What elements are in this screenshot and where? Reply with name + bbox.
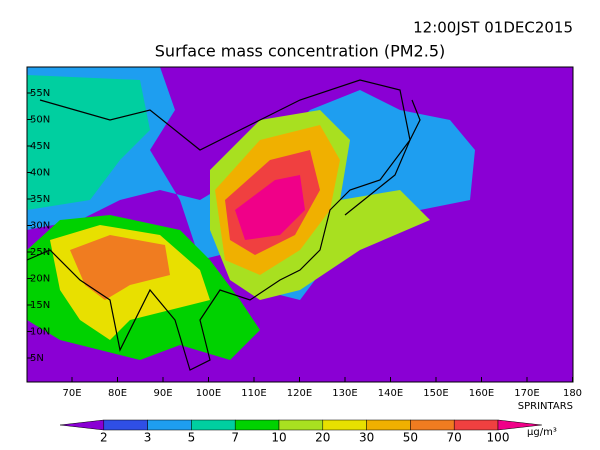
lon-label: 110E	[241, 388, 266, 399]
lon-label: 170E	[514, 388, 539, 399]
lat-label: 50N	[30, 115, 50, 126]
lat-label: 35N	[30, 194, 50, 205]
lat-label: 30N	[30, 221, 50, 232]
colorbar-label: 5	[188, 431, 196, 445]
lon-label: 70E	[62, 388, 81, 399]
colorbar-segment	[147, 419, 192, 431]
colorbar-label: 7	[231, 431, 239, 445]
colorbar-segment	[322, 419, 367, 431]
colorbar-segment	[410, 419, 455, 431]
colorbar-label: 10	[271, 431, 286, 445]
magenta-region-china	[235, 175, 305, 240]
map-field	[26, 66, 574, 383]
lon-label: 150E	[423, 388, 448, 399]
coastline	[26, 79, 411, 371]
title: Surface mass concentration (PM2.5)	[155, 42, 445, 61]
credit: SPRINTARS	[518, 401, 573, 412]
lat-label: 20N	[30, 274, 50, 285]
colorbar-unit: μg/m³	[527, 427, 557, 438]
japan-coastline	[344, 99, 421, 216]
lon-label: 120E	[287, 388, 312, 399]
lon-label: 80E	[108, 388, 127, 399]
orange-region-india	[70, 235, 170, 300]
lat-label: 40N	[30, 168, 50, 179]
colorbar-arrow	[497, 419, 542, 431]
colorbar-segment	[453, 419, 499, 431]
colorbar-segment	[191, 419, 236, 431]
lon-label: 160E	[469, 388, 494, 399]
colorbar-label: 30	[359, 431, 374, 445]
lat-label: 10N	[30, 327, 50, 338]
lat-label: 5N	[30, 353, 44, 364]
colorbar-label: 100	[487, 431, 510, 445]
lat-label: 45N	[30, 141, 50, 152]
colorbar-label: 50	[403, 431, 418, 445]
colorbar-label: 3	[144, 431, 152, 445]
colorbar-segment	[278, 419, 324, 431]
colorbar-label: 20	[315, 431, 330, 445]
lat-label: 15N	[30, 300, 50, 311]
colorbar-segment	[103, 419, 148, 431]
lon-label: 100E	[196, 388, 221, 399]
colorbar-label: 70	[447, 431, 462, 445]
lon-label: 130E	[332, 388, 357, 399]
green-region-nw	[27, 75, 150, 210]
colorbar-segment	[366, 419, 411, 431]
timestamp: 12:00JST 01DEC2015	[413, 19, 573, 37]
colorbar-label: 2	[100, 431, 108, 445]
lon-label: 180	[563, 388, 582, 399]
colorbar-arrow	[59, 419, 105, 431]
lat-label: 25N	[30, 247, 50, 258]
lon-label: 140E	[378, 388, 403, 399]
lat-label: 55N	[30, 88, 50, 99]
colorbar-segment	[234, 419, 280, 431]
lon-label: 90E	[153, 388, 172, 399]
